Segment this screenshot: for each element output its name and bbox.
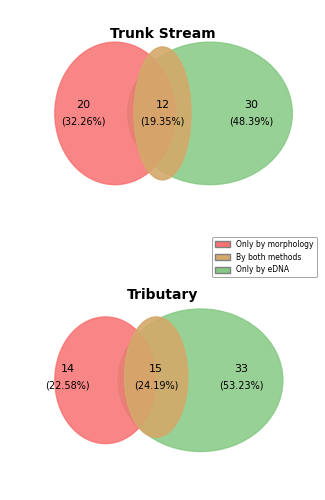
Text: 14: 14 [60, 364, 74, 374]
Text: (32.26%): (32.26%) [61, 116, 106, 126]
Text: 12: 12 [155, 100, 170, 110]
Ellipse shape [55, 42, 175, 184]
Text: 30: 30 [244, 100, 258, 110]
Text: (48.39%): (48.39%) [229, 116, 273, 126]
Text: (22.58%): (22.58%) [45, 380, 90, 390]
Ellipse shape [134, 47, 191, 180]
Ellipse shape [128, 42, 292, 184]
Ellipse shape [124, 317, 188, 438]
Legend: Only by morphology, By both methods, Only by eDNA: Only by morphology, By both methods, Onl… [212, 236, 317, 278]
Text: Trunk Stream: Trunk Stream [110, 27, 215, 41]
Text: 33: 33 [235, 364, 249, 374]
Ellipse shape [55, 317, 156, 444]
Text: Tributary: Tributary [127, 288, 198, 302]
Text: 15: 15 [149, 364, 163, 374]
Text: (19.35%): (19.35%) [140, 116, 185, 126]
Text: (24.19%): (24.19%) [134, 380, 178, 390]
Ellipse shape [118, 309, 283, 452]
Text: (53.23%): (53.23%) [219, 380, 264, 390]
Text: 20: 20 [76, 100, 90, 110]
